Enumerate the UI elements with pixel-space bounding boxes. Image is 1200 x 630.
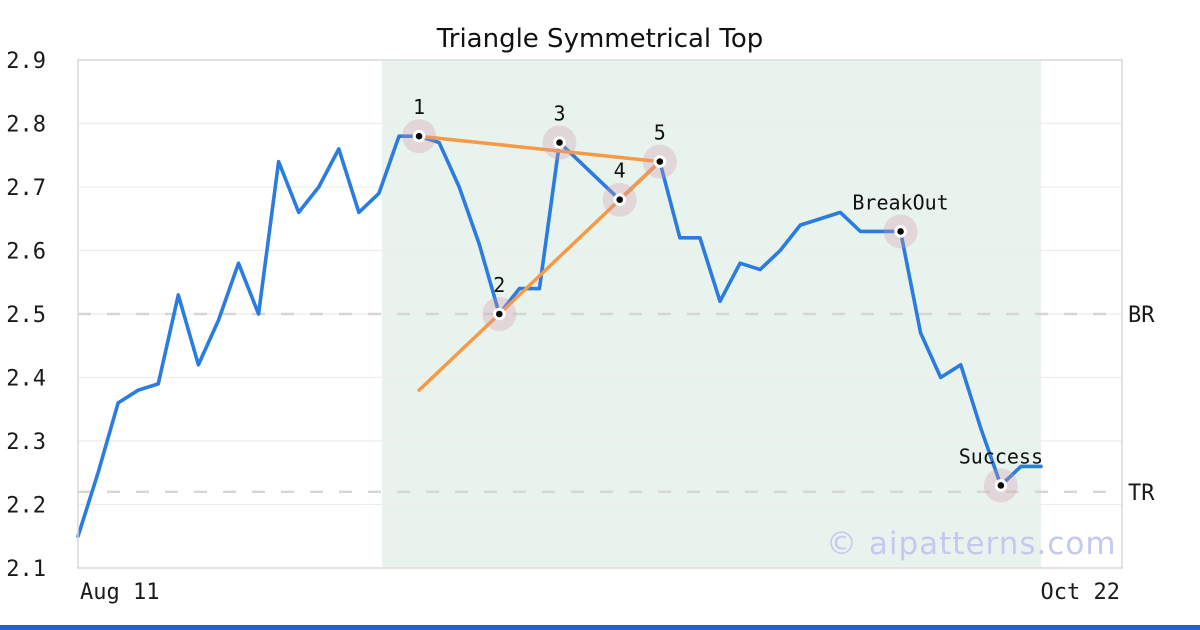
- marker-dot: [493, 307, 506, 321]
- marker-dot: [553, 136, 566, 149]
- marker-dot: [653, 155, 667, 168]
- marker-label-2: 2: [493, 273, 505, 297]
- marker-label-1: 1: [413, 95, 425, 119]
- y-tick-label: 2.8: [6, 113, 46, 138]
- y-tick-label: 2.9: [6, 49, 46, 74]
- x-tick-label-start: Aug 11: [80, 580, 159, 605]
- marker-dot: [994, 479, 1008, 492]
- marker-dot: [894, 225, 907, 238]
- marker-dot: [613, 193, 626, 206]
- marker-label-breakout: BreakOut: [852, 190, 948, 214]
- marker-label-success: Success: [959, 444, 1043, 468]
- marker-label-4: 4: [614, 159, 626, 183]
- y-tick-label: 2.6: [6, 240, 46, 265]
- marker-dot: [412, 129, 426, 143]
- plot-border: [77, 59, 1123, 569]
- marker-label-3: 3: [553, 102, 565, 126]
- marker-label-5: 5: [654, 121, 666, 145]
- y-tick-label: 2.7: [6, 176, 46, 201]
- x-tick-label-end: Oct 22: [1041, 580, 1120, 605]
- chart-title: Triangle Symmetrical Top: [436, 24, 764, 54]
- y-tick-label: 2.5: [6, 303, 46, 328]
- y-tick-label: 2.4: [6, 367, 46, 392]
- trendline-upper: [417, 134, 662, 164]
- y-tick-label: 2.1: [6, 557, 46, 582]
- bottom-accent-bar: [0, 625, 1200, 630]
- level-label-tr: TR: [1128, 481, 1155, 506]
- y-tick-label: 2.3: [6, 430, 46, 455]
- level-label-br: BR: [1128, 303, 1155, 328]
- y-tick-label: 2.2: [6, 494, 46, 519]
- watermark: © aipatterns.com: [826, 526, 1117, 562]
